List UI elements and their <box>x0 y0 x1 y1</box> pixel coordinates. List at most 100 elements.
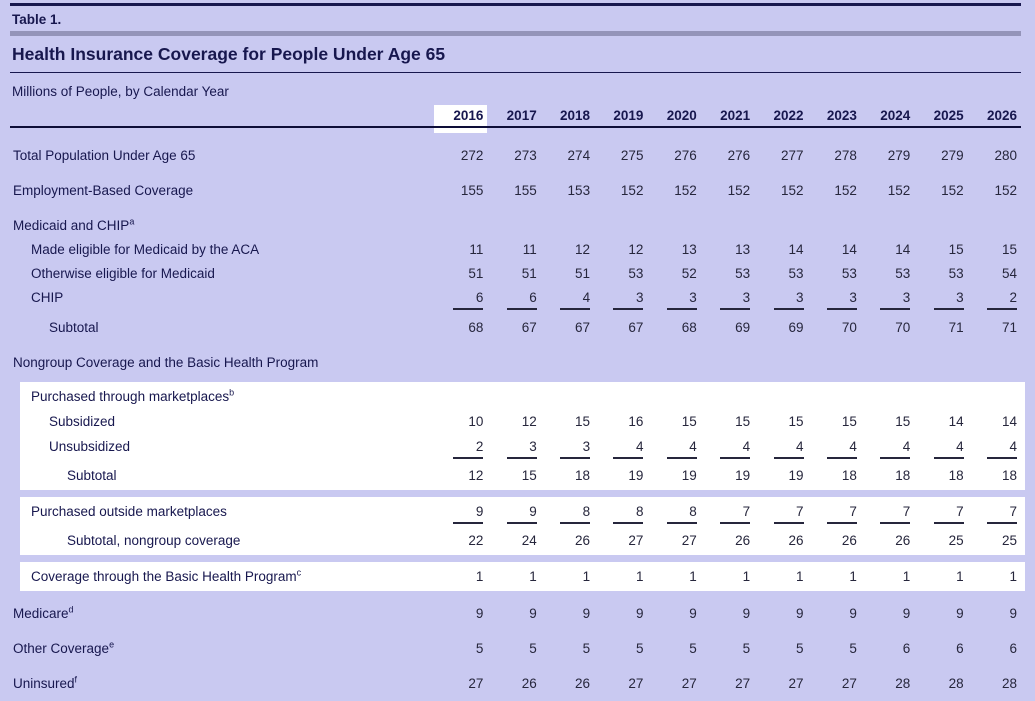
value-cell: 1 <box>647 564 700 589</box>
value-cell: 6 <box>968 637 1021 661</box>
summed-value-with-rule: 3 <box>506 438 537 459</box>
value: 18 <box>575 468 591 483</box>
value: 53 <box>948 266 964 281</box>
value-cell: 12 <box>487 409 540 434</box>
value-cell: 152 <box>754 179 807 203</box>
year-column-header: 2020 <box>666 108 697 123</box>
summed-value-with-rule: 4 <box>666 438 697 459</box>
value: 14 <box>1001 414 1017 429</box>
value-cell: 67 <box>541 316 594 340</box>
section-header-row: Medicaid and CHIPa <box>10 214 1021 238</box>
value: 1 <box>1009 569 1017 584</box>
value: 9 <box>742 606 751 621</box>
value: 1 <box>475 569 484 584</box>
value: 1 <box>582 569 591 584</box>
value-cell: 70 <box>861 316 914 340</box>
highlight-box-a: Purchased through marketplacesb Subsidize… <box>10 382 1025 490</box>
value: 22 <box>468 533 484 548</box>
value-cell: 27 <box>647 528 700 553</box>
value: 5 <box>475 641 484 656</box>
value-cell: 13 <box>701 238 754 262</box>
value-cell: 279 <box>861 144 914 168</box>
summed-value-with-rule: 2 <box>986 289 1017 310</box>
value-cell: 9 <box>968 602 1021 626</box>
value-cell: 152 <box>914 179 967 203</box>
year-header-row: 2016 2017 2018 2019 2020 2021 2022 2023 2024 2025… <box>10 105 1021 133</box>
value: 27 <box>628 533 644 548</box>
summed-value-with-rule: 3 <box>880 289 911 310</box>
value: 53 <box>735 266 751 281</box>
value: 15 <box>948 242 964 257</box>
value: 69 <box>735 320 751 335</box>
value: 1 <box>689 569 697 584</box>
value-cell: 18 <box>541 463 594 488</box>
value-cell: 152 <box>861 179 914 203</box>
value: 15 <box>788 414 804 429</box>
summed-value-with-rule: 6 <box>453 289 484 310</box>
highlight-box-c: Coverage through the Basic Health Progra… <box>10 562 1025 591</box>
value-cell: 6 <box>914 637 967 661</box>
year-column-header: 2018 <box>560 108 591 123</box>
value-cell: 28 <box>968 672 1021 696</box>
value-cell: 14 <box>861 238 914 262</box>
value: 274 <box>567 148 591 163</box>
value: 279 <box>887 148 911 163</box>
value-cell: 15 <box>647 409 700 434</box>
value: 27 <box>628 676 644 691</box>
value-cell: 5 <box>434 637 487 661</box>
value-cell: 9 <box>914 602 967 626</box>
value: 26 <box>521 676 537 691</box>
table-row: Other Coveragee 5 5 5 5 5 5 5 5 6 6 6 <box>10 637 1021 661</box>
value: 9 <box>475 606 484 621</box>
top-rule <box>10 3 1021 6</box>
value-cell: 25 <box>968 528 1021 553</box>
value-cell: 5 <box>647 637 700 661</box>
value-cell: 67 <box>487 316 540 340</box>
value: 9 <box>849 606 857 621</box>
footnote-marker: d <box>68 604 74 615</box>
value-cell: 5 <box>487 637 540 661</box>
value-cell: 6 <box>861 637 914 661</box>
value: 28 <box>948 676 964 691</box>
value: 28 <box>1001 676 1017 691</box>
table-row: Subtotal 12 15 18 19 19 19 19 18 18 18 18 <box>10 463 1021 488</box>
value: 18 <box>895 468 911 483</box>
value: 278 <box>834 148 857 163</box>
table-row: Employment-Based Coverage 155 155 153 152 152… <box>10 179 1021 203</box>
value-cell: 12 <box>594 238 647 262</box>
value-cell: 53 <box>754 262 807 286</box>
value-cell: 14 <box>754 238 807 262</box>
summed-value-with-rule: 7 <box>720 503 751 524</box>
row-label: Uninsuredf <box>13 674 78 691</box>
year-column-header: 2022 <box>773 108 804 123</box>
value-cell: 273 <box>487 144 540 168</box>
value: 11 <box>469 242 484 257</box>
value-cell: 71 <box>914 316 967 340</box>
summed-value-with-rule: 2 <box>453 438 484 459</box>
year-column-header: 2025 <box>933 108 964 123</box>
value: 27 <box>735 676 751 691</box>
value-cell: 14 <box>808 238 861 262</box>
value: 14 <box>788 242 804 257</box>
row-label: CHIP <box>31 290 64 305</box>
value-cell: 18 <box>968 463 1021 488</box>
value-cell: 3 <box>701 286 754 310</box>
value-cell: 4 <box>914 434 967 459</box>
value: 67 <box>521 320 537 335</box>
value-cell: 26 <box>541 672 594 696</box>
value-cell: 3 <box>754 286 807 310</box>
value-cell: 5 <box>754 637 807 661</box>
value-cell: 8 <box>541 499 594 524</box>
value-cell: 6 <box>434 286 487 310</box>
value-cell: 15 <box>487 463 540 488</box>
value-cell: 28 <box>861 672 914 696</box>
value: 5 <box>849 641 857 656</box>
row-label: Subtotal <box>49 320 99 335</box>
value: 27 <box>841 676 857 691</box>
value: 28 <box>895 676 911 691</box>
value-cell: 14 <box>968 409 1021 434</box>
table-title: Health Insurance Coverage for People Und… <box>10 36 1021 73</box>
value: 9 <box>956 606 964 621</box>
row-label: Other Coveragee <box>13 639 115 656</box>
value-cell: 12 <box>434 463 487 488</box>
